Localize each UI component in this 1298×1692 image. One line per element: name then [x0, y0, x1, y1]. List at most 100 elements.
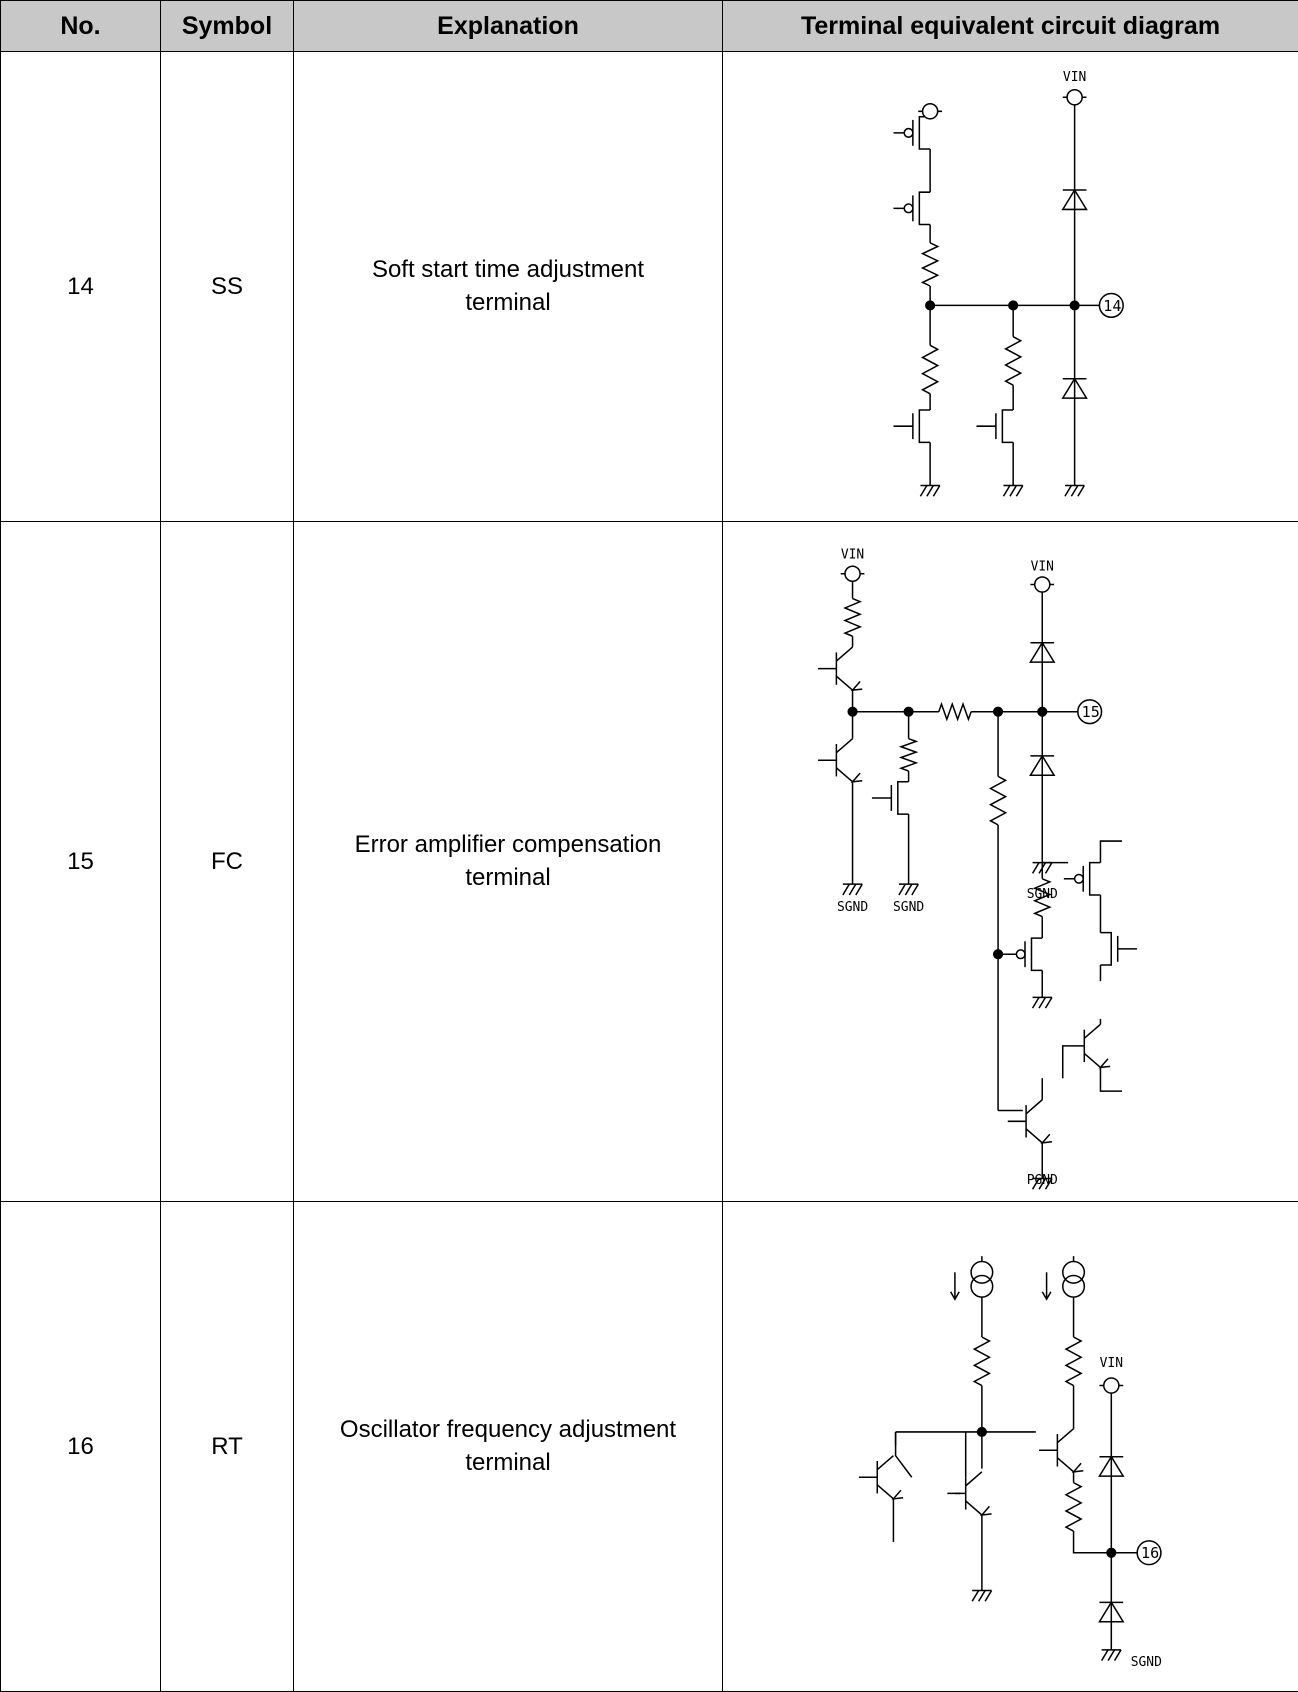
wire: [982, 1506, 992, 1515]
wire: [877, 1456, 893, 1470]
resistor: [1066, 1337, 1081, 1386]
wire: [919, 410, 930, 442]
wire: [1078, 485, 1084, 496]
label: VIN: [1031, 560, 1054, 575]
wire: [836, 676, 852, 690]
wire: [1026, 1100, 1042, 1114]
header-cell: Terminal equivalent circuit diagram: [723, 1, 1298, 52]
resistor: [1066, 1483, 1081, 1532]
diagram-cell: VIN 14: [723, 52, 1298, 522]
pin-number: 16: [1, 1202, 161, 1692]
label: PGND: [1027, 1173, 1058, 1188]
terminal: [1067, 90, 1082, 105]
wire: [1100, 841, 1122, 863]
terminal: [923, 104, 938, 119]
wire: [1026, 1129, 1042, 1143]
label: VIN: [841, 548, 864, 563]
wire: [1010, 485, 1016, 496]
wire: [1115, 1650, 1121, 1661]
wire: [877, 1485, 893, 1499]
wire: [933, 485, 939, 496]
wire: [979, 1591, 985, 1602]
resistor: [901, 739, 916, 771]
wire: [1074, 1531, 1138, 1553]
wire: [919, 192, 930, 224]
wire: [1016, 485, 1022, 496]
wire: [1071, 485, 1077, 496]
terminal-number: 16: [1141, 1544, 1159, 1562]
gate-bubble: [904, 204, 913, 213]
label: VIN: [1063, 70, 1086, 85]
wire: [1074, 1463, 1084, 1472]
wire: [836, 768, 852, 782]
circuit-diagram: VIN SGND 16: [723, 1202, 1298, 1691]
resistor: [939, 704, 971, 719]
wire: [898, 782, 909, 814]
current-source: [1063, 1262, 1085, 1284]
resistor: [923, 345, 938, 394]
wire: [1108, 1650, 1114, 1661]
pin-number: 15: [1, 522, 161, 1202]
wire: [836, 739, 852, 753]
resistor: [845, 599, 860, 637]
diagram-cell: VIN SGND 16: [723, 1202, 1298, 1692]
wire: [1033, 863, 1039, 874]
wire: [1045, 863, 1051, 874]
gate-bubble: [1075, 874, 1084, 883]
wire: [966, 1472, 982, 1486]
current-source: [971, 1276, 993, 1298]
wire: [893, 1490, 903, 1499]
pin-explanation: Oscillator frequency adjustment terminal: [294, 1202, 723, 1692]
wire: [856, 884, 862, 895]
wire: [853, 682, 863, 691]
terminal: [845, 566, 860, 581]
resistor: [991, 776, 1006, 825]
terminal: [1104, 1378, 1119, 1393]
wire: [853, 773, 863, 782]
label: VIN: [1100, 1356, 1123, 1371]
label: SGND: [837, 900, 868, 915]
pin-explanation: Soft start time adjustment terminal: [294, 52, 723, 522]
wire: [920, 485, 926, 496]
current-source: [971, 1262, 993, 1284]
gate-bubble: [1016, 950, 1025, 959]
resistor: [1006, 337, 1021, 386]
header-cell: No.: [1, 1, 161, 52]
wire: [1063, 1046, 1066, 1078]
pin-symbol: FC: [161, 522, 294, 1202]
wire: [896, 1432, 912, 1477]
row: 14 SS Soft start time adjustment termina…: [1, 52, 1298, 522]
wire: [905, 884, 911, 895]
wire: [1057, 1429, 1073, 1443]
wire: [1090, 863, 1101, 895]
wire: [1100, 1059, 1110, 1068]
wire: [966, 1501, 982, 1515]
header-cell: Explanation: [294, 1, 723, 52]
wire: [927, 485, 933, 496]
terminal: [1035, 577, 1050, 592]
wire: [1003, 485, 1009, 496]
wire: [1102, 1650, 1108, 1661]
pin-number: 14: [1, 52, 161, 522]
wire: [985, 1591, 991, 1602]
wire: [1031, 938, 1042, 970]
resistor: [974, 1337, 989, 1386]
wire: [1033, 997, 1039, 1008]
wire: [1039, 997, 1045, 1008]
terminal-number: 14: [1103, 297, 1121, 315]
wire: [1084, 1024, 1100, 1038]
circuit-diagram: VIN 14: [723, 52, 1298, 520]
wire: [1042, 1134, 1052, 1143]
header-cell: Symbol: [161, 1, 294, 52]
circuit-diagram: VIN VIN SGND SGND SGND PGND 15: [723, 522, 1298, 1200]
wire: [1002, 410, 1013, 442]
wire: [1065, 485, 1071, 496]
wire: [972, 1591, 978, 1602]
resistor: [923, 243, 938, 286]
header-row: No. Symbol Explanation Terminal equivale…: [1, 1, 1298, 52]
row: 16 RT Oscillator frequency adjustment te…: [1, 1202, 1298, 1692]
wire: [1100, 933, 1111, 965]
terminal-number: 15: [1082, 703, 1100, 721]
wire: [1084, 1053, 1100, 1067]
